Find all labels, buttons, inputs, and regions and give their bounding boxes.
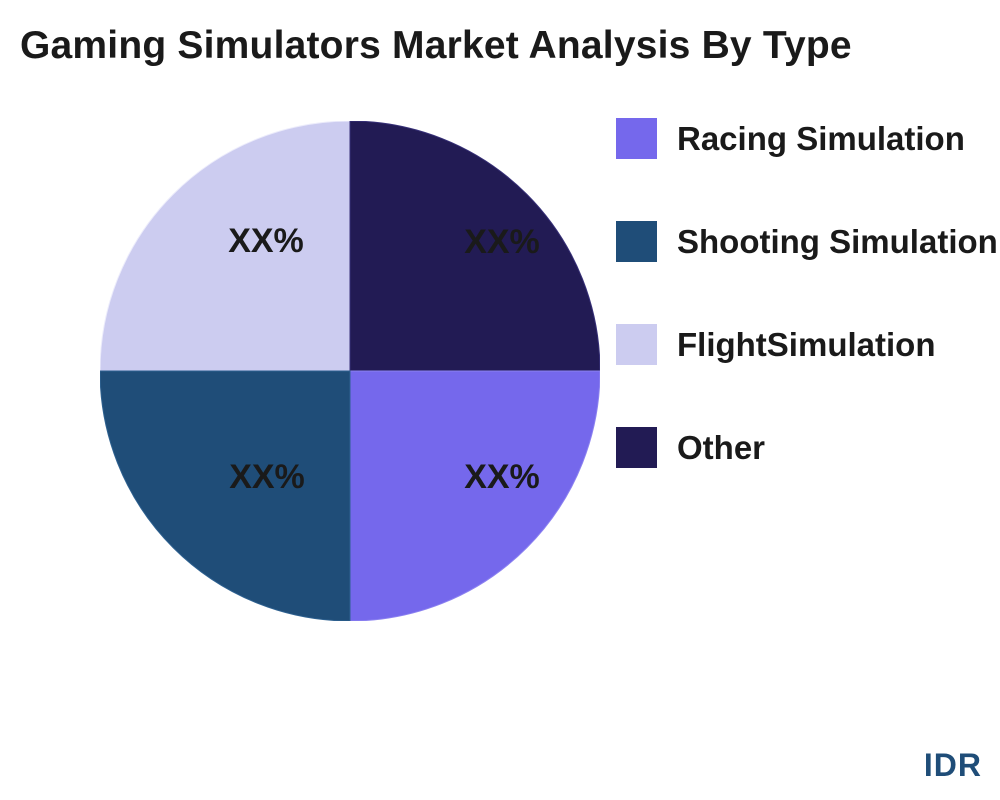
svg-text:XX%: XX% bbox=[228, 222, 304, 260]
svg-text:XX%: XX% bbox=[464, 458, 540, 496]
svg-text:XX%: XX% bbox=[229, 458, 305, 496]
svg-text:XX%: XX% bbox=[464, 223, 540, 261]
